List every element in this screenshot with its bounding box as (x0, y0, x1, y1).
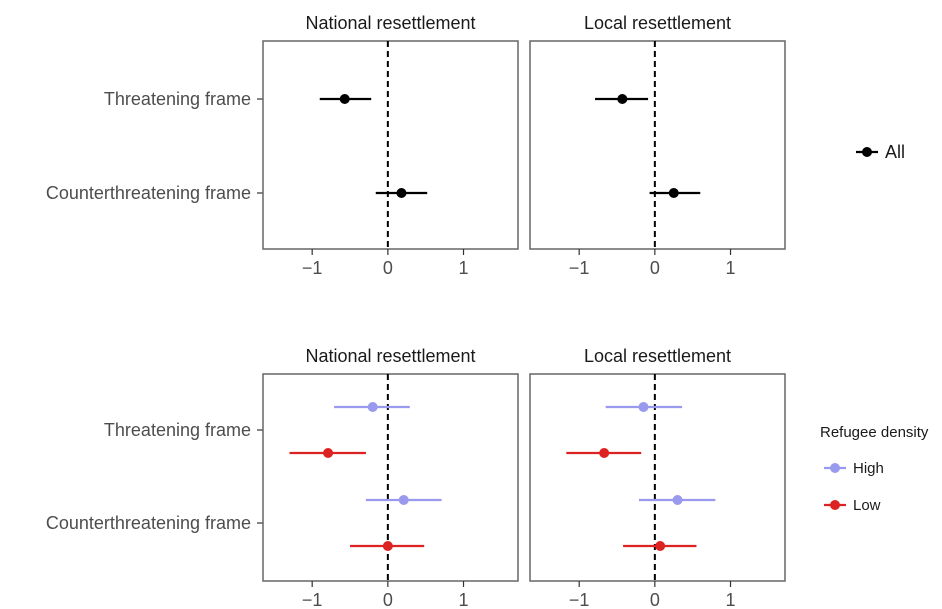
point-estimate (617, 94, 628, 104)
facet-title: Local resettlement (584, 346, 731, 366)
x-tick-label: −1 (302, 590, 323, 609)
chart-row-1: Threatening frame Counterthreatening fram… (46, 13, 905, 278)
legend-title: Refugee density (820, 424, 929, 441)
chart-row-2: Threatening frame Counterthreatening fram… (46, 346, 929, 609)
y-tick-label: Threatening frame (104, 89, 251, 109)
x-tick-label: −1 (302, 258, 323, 278)
point-estimate (382, 541, 393, 551)
panel-frame (262, 40, 519, 250)
point-estimate (396, 188, 407, 198)
facet-panel: National resettlement −1 0 1 (262, 346, 519, 609)
y-tick-label: Threatening frame (104, 420, 251, 440)
point-estimate (599, 448, 610, 458)
point-estimate (668, 188, 679, 198)
x-tick-label: 0 (650, 590, 660, 609)
facet-panel: Local resettlement −1 0 1 (529, 346, 786, 609)
legend-key-point (830, 463, 840, 473)
legend: Refugee density High Low (820, 424, 929, 514)
legend-label: High (853, 460, 884, 477)
point-estimate (339, 94, 350, 104)
x-tick-label: −1 (569, 258, 590, 278)
x-tick-label: 1 (459, 258, 469, 278)
x-tick-label: 1 (726, 590, 736, 609)
panel-frame (529, 40, 786, 250)
legend-label: All (885, 142, 905, 162)
x-tick-label: 1 (726, 258, 736, 278)
facet-title: Local resettlement (584, 13, 731, 33)
legend: All (856, 142, 905, 162)
y-tick-label: Counterthreatening frame (46, 513, 251, 533)
facet-panel: National resettlement −1 0 1 (262, 13, 519, 278)
x-tick-label: 1 (459, 590, 469, 609)
y-tick-label: Counterthreatening frame (46, 183, 251, 203)
x-tick-label: 0 (383, 258, 393, 278)
x-tick-label: 0 (650, 258, 660, 278)
point-estimate (398, 495, 409, 505)
point-estimate (655, 541, 666, 551)
facet-panel: Local resettlement −1 0 1 (529, 13, 786, 278)
x-tick-label: 0 (383, 590, 393, 609)
point-estimate (323, 448, 334, 458)
x-tick-label: −1 (569, 590, 590, 609)
point-estimate (672, 495, 683, 505)
legend-label: Low (853, 497, 881, 514)
point-estimate (638, 402, 649, 412)
point-estimate (367, 402, 378, 412)
legend-key-point (830, 500, 840, 510)
legend-key-point (862, 147, 872, 157)
facet-title: National resettlement (305, 346, 475, 366)
facet-title: National resettlement (305, 13, 475, 33)
